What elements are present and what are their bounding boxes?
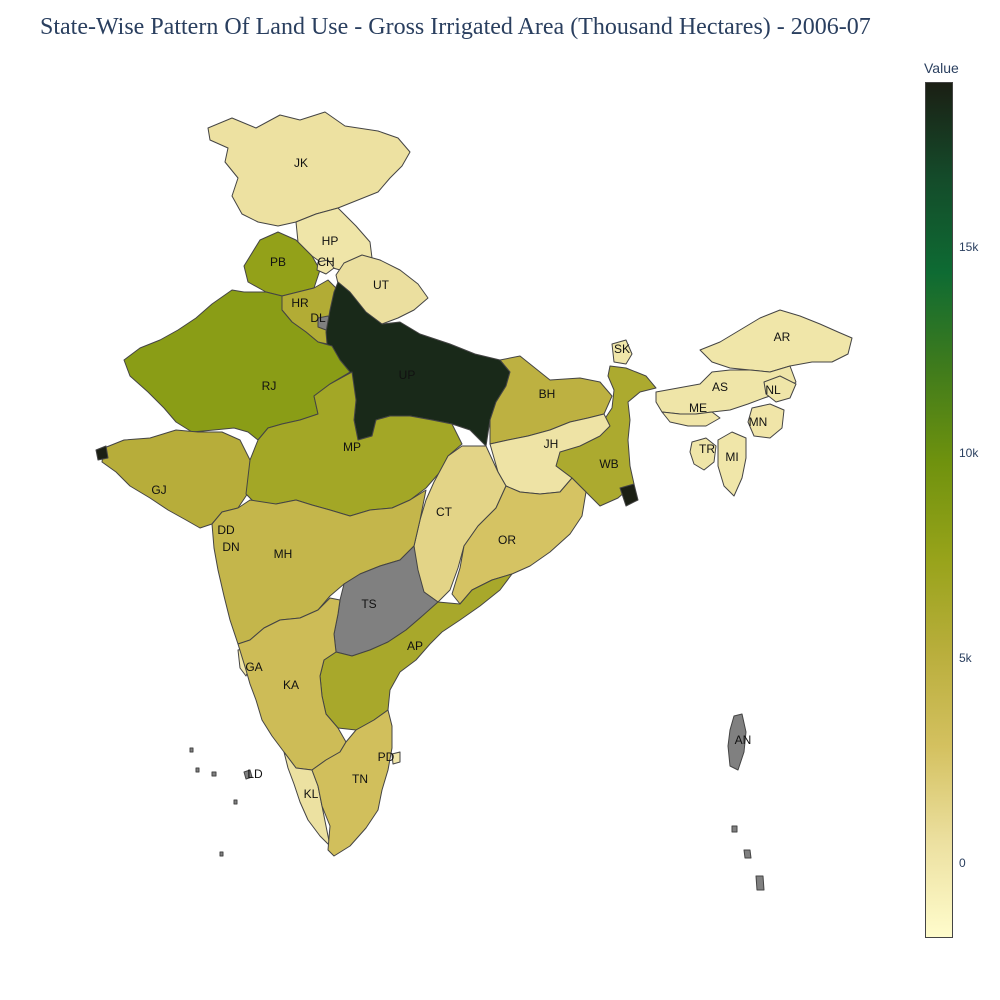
label-PD: PD bbox=[378, 750, 395, 764]
lakshadweep-island-c bbox=[211, 771, 217, 777]
label-BH: BH bbox=[539, 387, 556, 401]
sundarbans-fragment bbox=[619, 483, 639, 507]
label-TS: TS bbox=[361, 597, 376, 611]
label-GJ: GJ bbox=[151, 483, 166, 497]
label-UP: UP bbox=[399, 368, 416, 382]
label-MP: MP bbox=[343, 440, 361, 454]
label-DN: DN bbox=[222, 540, 239, 554]
label-JK: JK bbox=[294, 156, 308, 170]
label-MH: MH bbox=[274, 547, 293, 561]
lakshadweep-island-b bbox=[195, 767, 200, 773]
state-OR[interactable] bbox=[451, 477, 587, 605]
label-KA: KA bbox=[283, 678, 299, 692]
label-RJ: RJ bbox=[262, 379, 277, 393]
label-TR: TR bbox=[699, 442, 715, 456]
label-DD: DD bbox=[217, 523, 235, 537]
map-title: State-Wise Pattern Of Land Use - Gross I… bbox=[40, 14, 871, 40]
label-AN: AN bbox=[735, 733, 752, 747]
label-NL: NL bbox=[765, 383, 781, 397]
label-KL: KL bbox=[304, 787, 319, 801]
label-WB: WB bbox=[599, 457, 618, 471]
label-TN: TN bbox=[352, 772, 368, 786]
label-HR: HR bbox=[291, 296, 309, 310]
label-CT: CT bbox=[436, 505, 453, 519]
colorbar-tick-10k: 10k bbox=[959, 445, 979, 460]
state-LD[interactable] bbox=[243, 769, 253, 780]
state-TR[interactable] bbox=[689, 437, 717, 471]
label-MN: MN bbox=[749, 415, 768, 429]
state-MI[interactable] bbox=[717, 431, 747, 497]
label-CH: CH bbox=[317, 255, 334, 269]
kutch-coast-fragment bbox=[95, 445, 109, 461]
label-OR: OR bbox=[498, 533, 516, 547]
colorbar bbox=[925, 82, 953, 938]
label-LD: LD bbox=[247, 767, 263, 781]
state-ME[interactable] bbox=[661, 411, 721, 427]
state-SK[interactable] bbox=[611, 339, 633, 365]
lakshadweep-island-a bbox=[189, 747, 194, 753]
lakshadweep-island-d bbox=[233, 799, 238, 805]
colorbar-tick-5k: 5k bbox=[959, 650, 972, 665]
state-NL[interactable] bbox=[763, 375, 797, 403]
state-TN[interactable] bbox=[311, 709, 393, 857]
colorbar-tick-0: 0 bbox=[959, 856, 966, 871]
label-UT: UT bbox=[373, 278, 390, 292]
label-AP: AP bbox=[407, 639, 423, 653]
label-HP: HP bbox=[322, 234, 339, 248]
label-JH: JH bbox=[544, 437, 559, 451]
label-MI: MI bbox=[725, 450, 738, 464]
label-GA: GA bbox=[245, 660, 262, 674]
state-CH[interactable] bbox=[316, 259, 335, 275]
label-AR: AR bbox=[774, 330, 791, 344]
label-DL: DL bbox=[310, 311, 326, 325]
state-PD[interactable] bbox=[391, 751, 401, 765]
nicobar-island-b bbox=[755, 875, 765, 891]
colorbar-title: Value bbox=[924, 60, 959, 76]
label-AS: AS bbox=[712, 380, 728, 394]
colorbar-tick-15k: 15k bbox=[959, 240, 979, 255]
state-MN[interactable] bbox=[747, 403, 785, 439]
state-AN[interactable] bbox=[727, 713, 747, 771]
state-JK[interactable] bbox=[207, 111, 411, 227]
lakshadweep-island-e bbox=[219, 851, 224, 857]
state-KA[interactable] bbox=[237, 597, 347, 771]
label-ME: ME bbox=[689, 401, 707, 415]
nicobar-island-a bbox=[743, 849, 752, 859]
label-SK: SK bbox=[614, 342, 630, 356]
label-PB: PB bbox=[270, 255, 286, 269]
andaman-island-north bbox=[731, 825, 738, 833]
